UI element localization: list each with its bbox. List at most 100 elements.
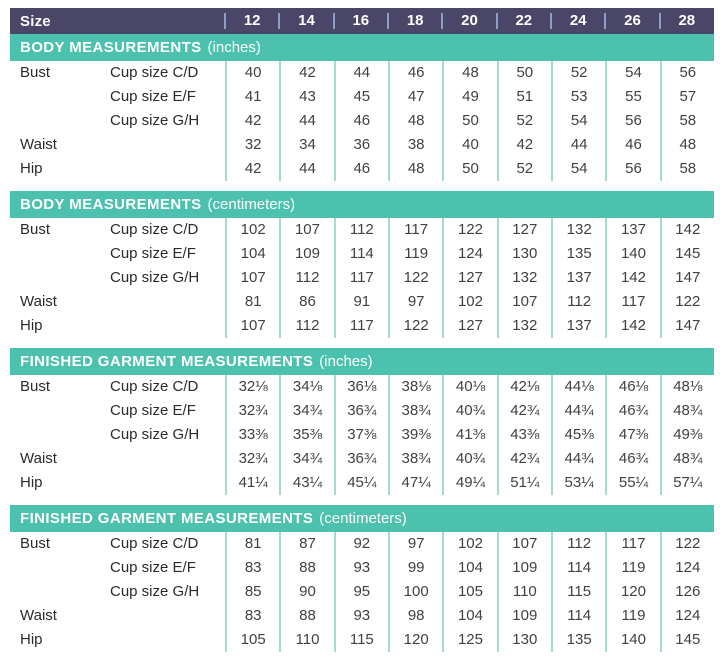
measurement-cell: 112 bbox=[279, 266, 333, 290]
measurement-cell: 117 bbox=[605, 290, 659, 314]
row-label: Bust bbox=[20, 64, 51, 81]
size-column-label: 16 bbox=[352, 12, 370, 29]
column-divider bbox=[278, 13, 281, 29]
measurement-cell: 38 bbox=[387, 133, 442, 157]
measurement-cell: 114 bbox=[550, 556, 605, 580]
measurement-cell: 140 bbox=[605, 628, 659, 652]
measurement-cell: 93 bbox=[333, 556, 388, 580]
measurement-cell: 110 bbox=[279, 628, 333, 652]
measurement-cell: 95 bbox=[333, 580, 388, 604]
row-sublabel: Cup size C/D bbox=[110, 64, 199, 81]
measurement-cell: 105 bbox=[442, 580, 496, 604]
measurement-cell: 85 bbox=[225, 580, 279, 604]
measurement-cell: 147 bbox=[659, 314, 714, 338]
size-column-label: 28 bbox=[678, 12, 696, 29]
row-sublabel bbox=[110, 447, 225, 471]
measurement-cell: 51 bbox=[496, 85, 551, 109]
measurement-cell: 107 bbox=[279, 218, 333, 242]
measurement-cell: 127 bbox=[496, 218, 551, 242]
column-divider bbox=[495, 13, 498, 29]
measurement-cell: 55 bbox=[605, 85, 659, 109]
section-subtitle: (centimeters) bbox=[319, 510, 407, 527]
measurement-cell: 122 bbox=[387, 266, 442, 290]
measurement-cell: 32¾ bbox=[225, 447, 279, 471]
measurement-cell: 127 bbox=[442, 314, 496, 338]
measurement-cell: 83 bbox=[225, 556, 279, 580]
section-title: FINISHED GARMENT MEASUREMENTS bbox=[20, 353, 314, 370]
section-title: BODY MEASUREMENTS bbox=[20, 196, 202, 213]
measurement-cell: 44 bbox=[550, 133, 605, 157]
measurement-cell: 122 bbox=[659, 290, 714, 314]
row-label bbox=[10, 399, 110, 423]
row-label: Waist bbox=[20, 607, 57, 624]
measurement-cell: 114 bbox=[550, 604, 605, 628]
measurement-cell: 46 bbox=[387, 61, 442, 85]
measurement-cell: 56 bbox=[605, 109, 659, 133]
measurement-cell: 140 bbox=[605, 242, 659, 266]
measurement-cell: 36 bbox=[333, 133, 388, 157]
measurement-cell: 107 bbox=[496, 290, 551, 314]
measurement-cell: 41 bbox=[225, 85, 279, 109]
measurement-cell: 145 bbox=[659, 628, 714, 652]
row-label bbox=[10, 580, 110, 604]
measurement-cell: 127 bbox=[442, 266, 496, 290]
column-divider bbox=[658, 13, 661, 29]
measurement-cell: 57¼ bbox=[659, 471, 714, 495]
measurement-cell: 57 bbox=[659, 85, 714, 109]
row-sublabel: Cup size G/H bbox=[110, 583, 200, 600]
measurement-cell: 48 bbox=[387, 157, 442, 181]
measurement-cell: 50 bbox=[442, 109, 496, 133]
measurement-section: BODY MEASUREMENTS (centimeters) Bust Cup si… bbox=[10, 191, 714, 338]
measurement-cell: 46 bbox=[333, 157, 388, 181]
measurement-cell: 107 bbox=[225, 314, 279, 338]
measurement-cell: 142 bbox=[605, 314, 659, 338]
measurement-cell: 83 bbox=[225, 604, 279, 628]
column-divider bbox=[224, 13, 226, 29]
row-sublabel bbox=[110, 604, 225, 628]
measurement-cell: 40 bbox=[225, 61, 279, 85]
measurement-cell: 100 bbox=[387, 580, 442, 604]
row-label: Hip bbox=[20, 631, 43, 648]
row-sublabel: Cup size C/D bbox=[110, 221, 199, 238]
measurement-cell: 104 bbox=[442, 604, 496, 628]
measurement-cell: 33⅜ bbox=[225, 423, 279, 447]
measurement-cell: 112 bbox=[550, 290, 605, 314]
measurement-cell: 120 bbox=[605, 580, 659, 604]
measurement-cell: 58 bbox=[659, 109, 714, 133]
table-row: Waist 32¾ 34¾ 36¾ 38¾ 40¾ 42¾ 44¾ 46¾ 48¾ bbox=[10, 447, 714, 471]
sections: BODY MEASUREMENTS (inches) Bust Cup size C/… bbox=[10, 34, 714, 652]
measurement-cell: 48¾ bbox=[659, 399, 714, 423]
table-row: Cup size G/H 33⅜ 35⅜ 37⅜ 39⅜ 41⅜ 43⅜ 45⅜ 47⅜ 49⅜ bbox=[10, 423, 714, 447]
measurement-cell: 34⅛ bbox=[279, 375, 333, 399]
measurement-cell: 117 bbox=[333, 314, 388, 338]
measurement-cell: 90 bbox=[279, 580, 333, 604]
measurement-cell: 47 bbox=[387, 85, 442, 109]
measurement-cell: 117 bbox=[387, 218, 442, 242]
measurement-cell: 50 bbox=[442, 157, 496, 181]
measurement-cell: 49 bbox=[442, 85, 496, 109]
size-column-label: 20 bbox=[461, 12, 478, 29]
measurement-cell: 34¾ bbox=[279, 399, 333, 423]
measurement-section: FINISHED GARMENT MEASUREMENTS (centimeter… bbox=[10, 505, 714, 652]
measurement-cell: 112 bbox=[279, 314, 333, 338]
measurement-cell: 46⅛ bbox=[605, 375, 659, 399]
measurement-cell: 48 bbox=[659, 133, 714, 157]
measurement-cell: 48 bbox=[387, 109, 442, 133]
measurement-cell: 44⅛ bbox=[550, 375, 605, 399]
measurement-cell: 122 bbox=[442, 218, 496, 242]
measurement-cell: 41¼ bbox=[225, 471, 279, 495]
measurement-cell: 43¼ bbox=[279, 471, 333, 495]
measurement-cell: 55¼ bbox=[605, 471, 659, 495]
measurement-cell: 49⅜ bbox=[659, 423, 714, 447]
measurement-cell: 122 bbox=[659, 532, 714, 556]
measurement-cell: 88 bbox=[279, 556, 333, 580]
size-column-header: 22 bbox=[495, 8, 551, 34]
size-column-label: 22 bbox=[515, 12, 533, 29]
measurement-cell: 41⅜ bbox=[442, 423, 496, 447]
measurement-cell: 47⅜ bbox=[605, 423, 659, 447]
measurement-cell: 102 bbox=[442, 532, 496, 556]
size-column-label: 26 bbox=[624, 12, 641, 29]
measurement-cell: 81 bbox=[225, 290, 279, 314]
measurement-cell: 56 bbox=[605, 157, 659, 181]
size-column-label: 24 bbox=[569, 12, 587, 29]
